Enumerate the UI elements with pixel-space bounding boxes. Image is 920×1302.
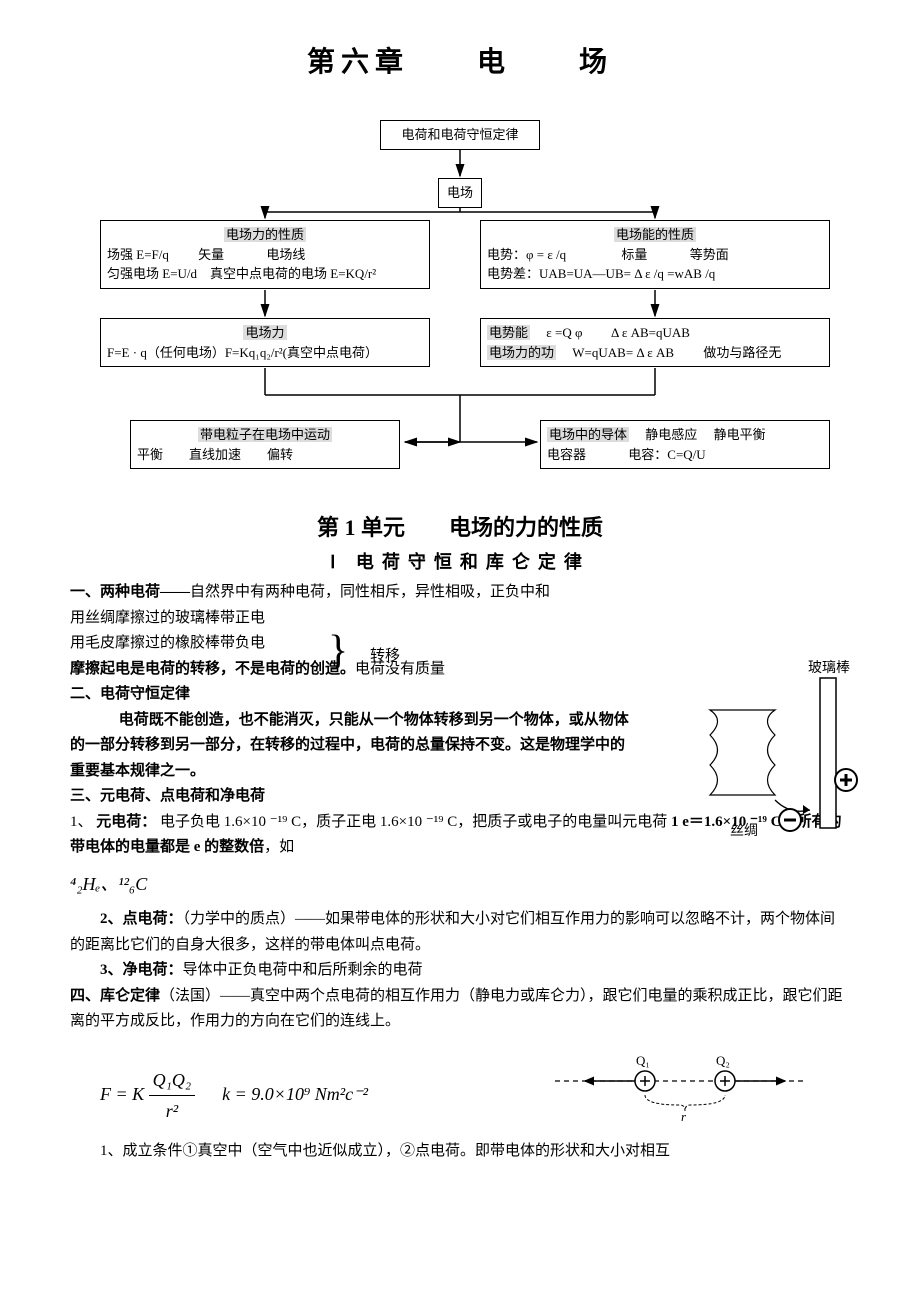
- r2-l2c: 做功与路径无: [703, 345, 781, 360]
- p6: 电荷既不能创造，也不能消灭，只能从一个物体转移到另一个物体，或从物体的一部分转移…: [70, 712, 629, 779]
- brace-label: 转移: [370, 644, 400, 670]
- p10-lead: 3、净电荷：: [100, 962, 183, 978]
- coulomb-formula: F = K Q₁Q₂ r² k = 9.0×10⁹ Nm²c⁻²: [100, 1065, 368, 1127]
- p9-lead: 2、点电荷：: [100, 911, 183, 927]
- left1-l1a: 场强 E=F/q: [107, 247, 169, 262]
- r2-l2b: W=qUAB= Δ ε AB: [572, 345, 674, 360]
- svg-text:Q₁: Q₁: [636, 1053, 650, 1068]
- left2-l1: F=E · q（任何电场）F=Kq₁q₂/r²(真空中点电荷）: [107, 343, 423, 363]
- flow-box-field: 电场: [438, 178, 482, 208]
- rod-silk-diagram: 玻璃棒 丝绸: [690, 660, 860, 850]
- p8-r2: ，如: [264, 839, 294, 855]
- br-l2a: 电容器: [547, 447, 586, 462]
- flow-box-right1: 电场能的性质 电势：φ = ε /q 标量 等势面 电势差：UAB=UA—UB=…: [480, 220, 830, 289]
- chapter-title: 第六章 电 场: [0, 40, 920, 80]
- p4-bold: 摩擦起电是电荷的转移，不是电荷的创造。: [70, 661, 355, 677]
- flow-box-bottom-left: 带电粒子在电场中运动 平衡 直线加速 偏转: [130, 420, 400, 469]
- r2-l1b: ε =Q φ: [546, 325, 582, 340]
- r2-l1a: 电势能: [487, 325, 530, 340]
- svg-text:Q₂: Q₂: [716, 1053, 730, 1068]
- flow-box-left1: 电场力的性质 场强 E=F/q 矢量 电场线 匀强电场 E=U/d 真空中点电荷…: [100, 220, 430, 289]
- brace-icon: }: [328, 630, 348, 672]
- bl-line: 平衡 直线加速 偏转: [137, 445, 393, 465]
- flow-box-top: 电荷和电荷守恒定律: [380, 120, 540, 150]
- coulomb-diagram: Q₁ Q₂ r: [550, 1051, 810, 1121]
- svg-text:r: r: [681, 1109, 687, 1121]
- left2-heading: 电场力: [243, 325, 286, 340]
- rod-label: 玻璃棒: [808, 660, 850, 676]
- r2-l1c: Δ ε AB=qUAB: [611, 325, 690, 340]
- left1-l1c: 电场线: [266, 247, 305, 262]
- p8-bold: 元电荷：: [96, 814, 156, 830]
- br-l1c: 静电平衡: [714, 427, 766, 442]
- br-l1b: 静电感应: [645, 427, 697, 442]
- p1-lead: 一、两种电荷——: [70, 584, 190, 600]
- p3: 用毛皮摩擦过的橡胶棒带负电: [70, 631, 850, 657]
- p1-rest: 自然界中有两种电荷，同性相斥，异性相吸，正负中和: [190, 584, 550, 600]
- formula-k: k = 9.0×10⁹ Nm²c⁻²: [222, 1084, 368, 1104]
- p2: 用丝绸摩擦过的玻璃棒带正电: [70, 606, 850, 632]
- p4-rest: 电荷没有质量: [355, 661, 445, 677]
- p11-rest: （法国）——真空中两个点电荷的相互作用力（静电力或库仑力），跟它们电量的乘积成正…: [70, 988, 843, 1030]
- p9-rest: （力学中的质点）——如果带电体的形状和大小对它们相互作用力的影响可以忽略不计，两…: [70, 911, 835, 953]
- isotopes: ⁴₂Hₑ、¹²₆C: [70, 869, 850, 900]
- body-text: 一、两种电荷——自然界中有两种电荷，同性相斥，异性相吸，正负中和 用丝绸摩擦过的…: [70, 580, 850, 1164]
- bl-heading: 带电粒子在电场中运动: [198, 427, 332, 442]
- p8-lead: 1、: [70, 814, 93, 830]
- p12: 1、成立条件①真空中（空气中也近似成立），②点电荷。即带电体的形状和大小对相互: [100, 1143, 670, 1159]
- p11-lead: 四、库仑定律: [70, 988, 160, 1004]
- left1-l1b: 矢量: [198, 247, 224, 262]
- p8-r1: 电子负电 1.6×10 ⁻¹⁹ C，质子正电 1.6×10 ⁻¹⁹ C，把质子或…: [160, 814, 667, 830]
- flowchart-container: 电荷和电荷守恒定律 电场 电场力的性质 场强 E=F/q 矢量 电场线 匀强电场…: [70, 120, 850, 500]
- right1-heading: 电场能的性质: [614, 227, 696, 242]
- r2-l2a: 电场力的功: [487, 345, 556, 360]
- formula-F: F = K: [100, 1084, 144, 1104]
- right1-l1c: 等势面: [690, 247, 729, 262]
- silk-label: 丝绸: [730, 823, 758, 839]
- left1-l2: 匀强电场 E=U/d 真空中点电荷的电场 E=KQ/r²: [107, 264, 423, 284]
- section-title: 第 1 单元 电场的力的性质: [0, 510, 920, 542]
- right1-l1a: 电势：φ = ε /q: [487, 247, 566, 262]
- p10-rest: 导体中正负电荷中和后所剩余的电荷: [183, 962, 423, 978]
- right1-l1b: 标量: [621, 247, 647, 262]
- br-l2b: 电容：C=Q/U: [628, 447, 705, 462]
- sub-title: Ⅰ 电荷守恒和库仑定律: [0, 548, 920, 574]
- flow-box-right2: 电势能 ε =Q φ Δ ε AB=qUAB 电场力的功 W=qUAB= Δ ε…: [480, 318, 830, 367]
- flow-top-text: 电荷和电荷守恒定律: [401, 127, 518, 142]
- br-l1a: 电场中的导体: [547, 427, 629, 442]
- frac-num: Q₁Q₂: [149, 1065, 196, 1097]
- right1-l2: 电势差：UAB=UA—UB= Δ ε /q =wAB /q: [487, 264, 823, 284]
- flow-field-text: 电场: [447, 185, 473, 200]
- flow-box-left2: 电场力 F=E · q（任何电场）F=Kq₁q₂/r²(真空中点电荷）: [100, 318, 430, 367]
- flow-box-bottom-right: 电场中的导体 静电感应 静电平衡 电容器 电容：C=Q/U: [540, 420, 830, 469]
- frac-den: r²: [149, 1096, 196, 1127]
- left1-heading: 电场力的性质: [224, 227, 306, 242]
